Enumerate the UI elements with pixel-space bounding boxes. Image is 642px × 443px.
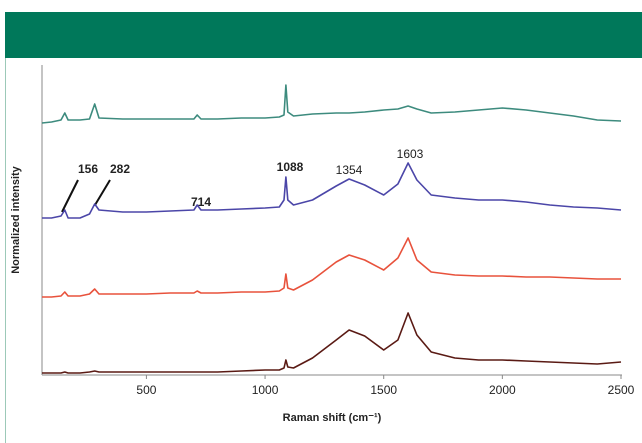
leader-line bbox=[61, 179, 79, 213]
peak-label: 1088 bbox=[277, 160, 304, 174]
peak-label: 156 bbox=[78, 162, 98, 176]
peak-label: 1603 bbox=[397, 147, 424, 161]
peak-label: 1354 bbox=[336, 163, 363, 177]
spectrum-line bbox=[42, 312, 622, 374]
header-bar bbox=[5, 12, 642, 58]
x-tick-label: 2000 bbox=[489, 383, 516, 397]
leader-line bbox=[94, 179, 111, 206]
x-tick-label: 1000 bbox=[252, 383, 279, 397]
spectrum-line bbox=[42, 237, 621, 298]
spectrum-line bbox=[42, 162, 622, 219]
peak-label: 714 bbox=[191, 195, 211, 209]
x-tick-label: 2500 bbox=[608, 383, 635, 397]
x-tick-label: 1500 bbox=[370, 383, 397, 397]
spectrum-line bbox=[41, 84, 622, 124]
peak-label: 282 bbox=[110, 162, 130, 176]
x-axis-label: Raman shift (cm⁻¹) bbox=[283, 412, 382, 424]
x-tick-label: 500 bbox=[136, 383, 156, 397]
y-axis-label: Normalized intensity bbox=[10, 165, 22, 273]
